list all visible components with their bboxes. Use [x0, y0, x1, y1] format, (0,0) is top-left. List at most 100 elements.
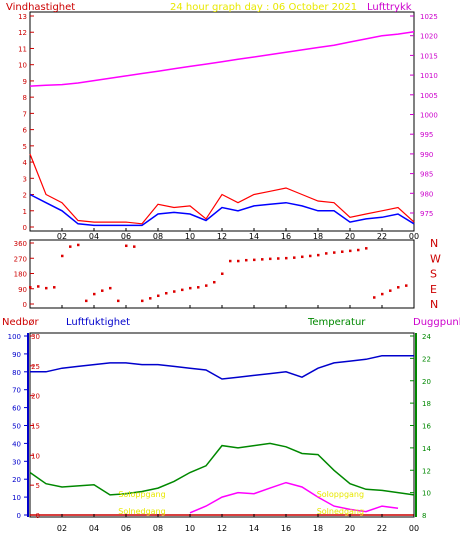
wind-tick-label: 5 — [23, 143, 27, 151]
direction-point — [197, 286, 200, 289]
temperature-tick-label: 20 — [422, 378, 431, 386]
pressure-tick-label: 1010 — [420, 72, 438, 80]
top-panel-ticks: 0123456789101112139759809859909951000100… — [18, 13, 438, 232]
direction-point — [29, 286, 32, 289]
humidity-tick-label: 80 — [12, 369, 21, 377]
temperature-tick-label: 12 — [422, 467, 431, 475]
temperature-tick-label: 24 — [422, 333, 431, 341]
direction-name-label: S — [430, 268, 437, 281]
pressure-tick-label: 985 — [420, 171, 433, 179]
wind-tick-label: 1 — [23, 208, 27, 216]
humidity-label: Luftfuktighet — [66, 317, 130, 328]
wind-tick-label: 12 — [18, 29, 27, 37]
x-tick-label-top: 08 — [153, 232, 163, 241]
x-tick-label-top: 06 — [121, 232, 131, 241]
x-tick-label-top: 04 — [89, 232, 99, 241]
wind-tick-label: 8 — [23, 94, 27, 102]
direction-point — [61, 254, 64, 258]
direction-point — [101, 289, 104, 292]
x-tick-label-bottom: 04 — [89, 524, 99, 533]
direction-point — [165, 291, 168, 295]
direction-point — [37, 285, 40, 288]
direction-point — [397, 286, 400, 289]
direction-tick-label: 360 — [14, 240, 27, 248]
direction-point — [301, 255, 304, 259]
daylight-label: Soloppgang — [317, 490, 364, 499]
direction-name-label: E — [430, 283, 437, 296]
direction-point — [85, 299, 88, 303]
humidity-tick-label: 90 — [12, 351, 21, 359]
humidity-tick-label: 20 — [12, 476, 21, 484]
wind-tick-label: 11 — [18, 45, 27, 53]
graph-title: 24 hour graph day : 06 October 2021 — [170, 2, 357, 13]
daylight-label: Solnedgang — [118, 507, 165, 516]
pressure-tick-label: 1000 — [420, 112, 438, 120]
direction-tick-label: 270 — [14, 255, 27, 263]
direction-point — [373, 296, 376, 299]
pressure-tick-label: 1020 — [420, 33, 438, 41]
direction-point — [333, 251, 336, 254]
daylight-label: Soloppgang — [118, 490, 165, 499]
x-tick-label-bottom: 22 — [377, 524, 387, 533]
direction-tick-label: 90 — [18, 286, 27, 294]
dewpoint-line — [189, 481, 399, 514]
x-tick-label-bottom: 02 — [57, 524, 67, 533]
direction-name-label: N — [430, 298, 438, 311]
x-tick-label-bottom: 14 — [249, 524, 259, 533]
wind-average-line — [29, 193, 415, 227]
x-tick-label-bottom: 00 — [409, 524, 419, 533]
humidity-tick-label: 10 — [12, 494, 21, 502]
direction-point — [221, 272, 224, 275]
direction-point — [325, 252, 328, 255]
x-tick-label-top: 00 — [409, 232, 419, 241]
humidity-tick-label: 70 — [12, 387, 21, 395]
humidity-line — [30, 354, 414, 380]
pressure-tick-label: 1025 — [420, 13, 438, 21]
direction-point — [245, 258, 248, 262]
direction-point — [317, 253, 320, 257]
direction-tick-label: 180 — [14, 271, 27, 279]
direction-point — [77, 243, 80, 247]
direction-point — [389, 289, 392, 292]
direction-point — [53, 286, 56, 289]
direction-name-label: W — [430, 252, 441, 265]
rain-label: Nedbør — [2, 317, 39, 328]
humidity-tick-label: 40 — [12, 440, 21, 448]
x-tick-label-top: 10 — [185, 232, 195, 241]
direction-point — [229, 259, 232, 263]
direction-point — [357, 248, 360, 252]
temperature-tick-label: 18 — [422, 400, 431, 408]
pressure-tick-label: 1015 — [420, 52, 438, 60]
rain-tick-label: 10 — [31, 452, 40, 460]
direction-point — [157, 294, 160, 298]
top-panel-frame — [29, 11, 415, 232]
rain-tick-label: 25 — [31, 363, 40, 371]
humidity-tick-label: 50 — [12, 423, 21, 431]
pressure-tick-label: 1005 — [420, 92, 438, 100]
x-tick-label-top: 14 — [249, 232, 259, 241]
wind-tick-label: 4 — [23, 159, 28, 167]
daylight-labels: Soloppgang Solnedgang Soloppgang Solnedgang — [118, 490, 364, 516]
wind-tick-label: 9 — [23, 78, 27, 86]
x-tick-label-bottom: 16 — [281, 524, 291, 533]
direction-point — [285, 256, 288, 260]
direction-name-label: N — [430, 237, 438, 250]
temperature-tick-label: 14 — [422, 445, 431, 453]
humidity-tick-label: 100 — [8, 333, 21, 341]
wind-tick-label: 6 — [23, 127, 28, 135]
pressure-tick-label: 995 — [420, 131, 433, 139]
rain-tick-label: 0 — [36, 512, 40, 520]
rain-tick-label: 20 — [31, 393, 40, 401]
rain-tick-label: 15 — [31, 423, 40, 431]
direction-point — [237, 259, 240, 263]
direction-panel: 360 N 270 W 180 S 90 E 0 N — [14, 237, 441, 311]
direction-point — [109, 286, 112, 290]
direction-point — [149, 297, 152, 300]
wind-tick-label: 3 — [23, 175, 27, 183]
humidity-tick-label: 0 — [17, 512, 21, 520]
temperature-tick-label: 16 — [422, 423, 431, 431]
pressure-line — [29, 31, 415, 87]
direction-point — [117, 299, 120, 303]
